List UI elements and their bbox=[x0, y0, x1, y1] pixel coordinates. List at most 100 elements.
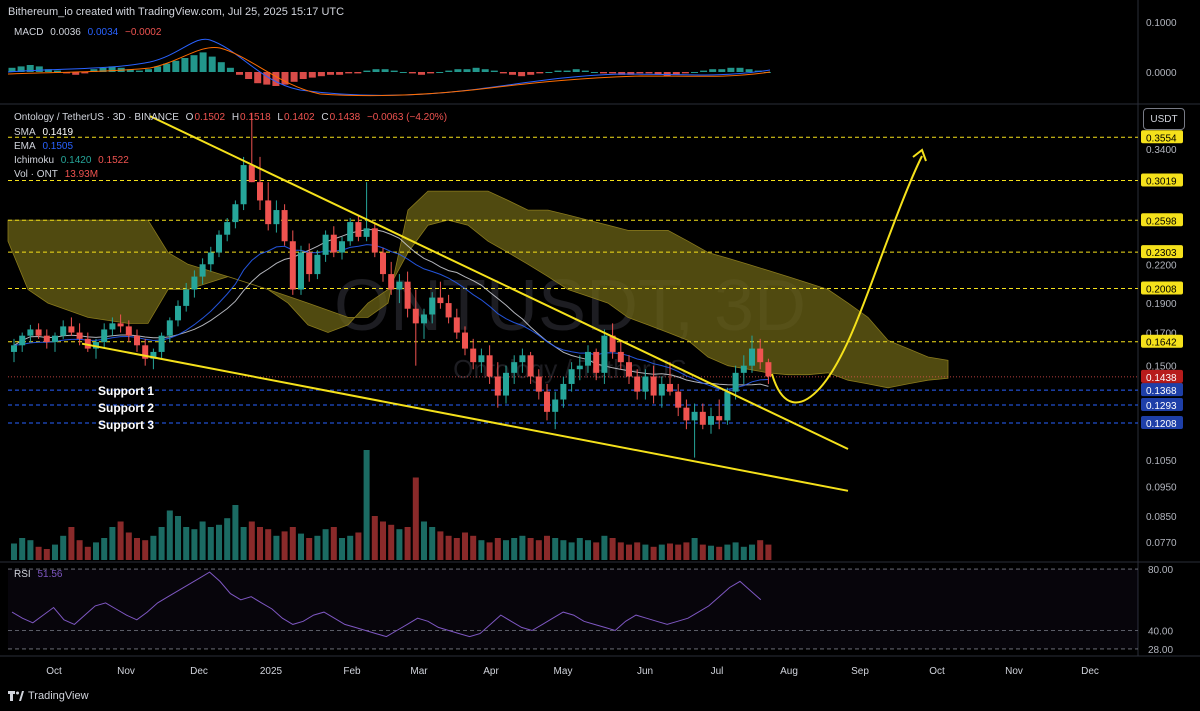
tradingview-logo[interactable]: TradingView bbox=[8, 690, 89, 702]
macd-histogram-bar bbox=[363, 70, 371, 72]
volume-bar bbox=[544, 535, 550, 560]
macd-histogram-bar bbox=[581, 70, 589, 72]
volume-bar bbox=[445, 535, 452, 560]
macd-histogram-bar bbox=[145, 69, 152, 72]
macd-histogram-bar bbox=[317, 72, 325, 77]
candle-body bbox=[183, 289, 190, 306]
candle-body bbox=[207, 252, 214, 265]
candle bbox=[158, 332, 165, 359]
volume-bar bbox=[609, 538, 616, 560]
candle bbox=[503, 365, 509, 404]
candle bbox=[150, 348, 157, 370]
volume-bar bbox=[76, 540, 83, 560]
volume-bar bbox=[355, 532, 362, 560]
volume-bar bbox=[691, 538, 698, 560]
macd-histogram-bar bbox=[454, 69, 462, 72]
candle-body bbox=[757, 348, 764, 363]
ichimoku-value-1: 0.1420 bbox=[60, 155, 92, 166]
candle bbox=[634, 369, 641, 400]
candle bbox=[724, 387, 731, 425]
level-badge-text: 0.1642 bbox=[1146, 338, 1177, 349]
volume-bar bbox=[207, 527, 214, 560]
candle bbox=[84, 332, 91, 352]
volume-bar bbox=[257, 527, 263, 560]
candle bbox=[716, 399, 723, 430]
macd-legend: MACD 0.0036 0.0034 −0.0002 bbox=[14, 27, 165, 38]
volume-bar bbox=[273, 535, 280, 560]
volume-bar bbox=[314, 535, 321, 560]
candle bbox=[765, 358, 772, 384]
candle bbox=[527, 351, 534, 384]
volume-bar bbox=[642, 544, 649, 560]
volume-bar bbox=[248, 521, 255, 560]
candle bbox=[708, 407, 714, 434]
macd-histogram-bar bbox=[481, 69, 489, 72]
volume-bar bbox=[535, 540, 542, 560]
candle bbox=[117, 314, 124, 333]
ema-value: 0.1505 bbox=[42, 141, 74, 152]
candle-body bbox=[658, 383, 665, 396]
candle bbox=[191, 270, 198, 298]
macd-histogram-bar bbox=[709, 69, 717, 72]
macd-histogram-bar bbox=[281, 72, 289, 85]
candle bbox=[306, 243, 313, 282]
candle bbox=[52, 332, 58, 352]
candle-body bbox=[601, 335, 608, 373]
volume-bar bbox=[421, 521, 427, 560]
candle-body bbox=[355, 222, 362, 237]
candle-body bbox=[494, 376, 501, 396]
candle-body bbox=[724, 391, 731, 421]
candle bbox=[183, 282, 190, 312]
macd-histogram-bar bbox=[290, 72, 298, 82]
macd-histogram-bar bbox=[372, 69, 380, 72]
level-badge bbox=[1141, 334, 1183, 348]
macd-histogram-bar bbox=[390, 70, 398, 72]
macd-histogram-bar bbox=[226, 67, 234, 72]
macd-histogram-bar bbox=[590, 72, 598, 73]
candle bbox=[650, 365, 657, 404]
volume-bar bbox=[601, 535, 608, 560]
volume-bar bbox=[658, 544, 665, 560]
candle-body bbox=[691, 411, 698, 421]
candle-body bbox=[224, 222, 231, 235]
macd-histogram-bar bbox=[35, 66, 43, 72]
volume-bar bbox=[576, 538, 583, 560]
volume-bar bbox=[216, 524, 222, 560]
candle bbox=[281, 204, 288, 246]
candle-body bbox=[76, 332, 83, 339]
volume-bar bbox=[43, 549, 50, 560]
candle-body bbox=[650, 376, 657, 396]
candle bbox=[339, 236, 345, 260]
time-axis-label: Mar bbox=[410, 666, 428, 677]
volume-bar bbox=[437, 531, 444, 560]
candle-body bbox=[699, 411, 706, 425]
candle bbox=[224, 218, 231, 242]
candle-body bbox=[478, 355, 485, 363]
macd-histogram-bar bbox=[627, 72, 635, 75]
candle bbox=[93, 338, 99, 359]
macd-histogram-bar bbox=[99, 67, 107, 72]
currency-button[interactable]: USDT bbox=[1143, 108, 1185, 130]
candle-body bbox=[281, 210, 288, 242]
candle bbox=[421, 308, 427, 339]
candle bbox=[486, 345, 493, 384]
candle bbox=[216, 230, 222, 258]
volume-bar bbox=[412, 477, 419, 560]
candle-body bbox=[683, 407, 690, 421]
candle-body bbox=[371, 228, 378, 253]
candle bbox=[658, 376, 665, 408]
candle-body bbox=[60, 326, 67, 336]
volume-bar bbox=[19, 538, 26, 560]
volume-bar bbox=[429, 527, 436, 560]
volume-bar bbox=[175, 516, 181, 560]
candle-body bbox=[52, 335, 58, 343]
level-badge bbox=[1141, 415, 1183, 429]
candle bbox=[60, 320, 67, 339]
candle-body bbox=[552, 399, 559, 412]
volume-bar bbox=[634, 542, 641, 560]
price-axis-label: 0.2200 bbox=[1146, 260, 1177, 271]
macd-histogram-bar bbox=[208, 56, 216, 72]
ema-label: EMA bbox=[14, 141, 36, 152]
volume-bar bbox=[486, 542, 493, 560]
